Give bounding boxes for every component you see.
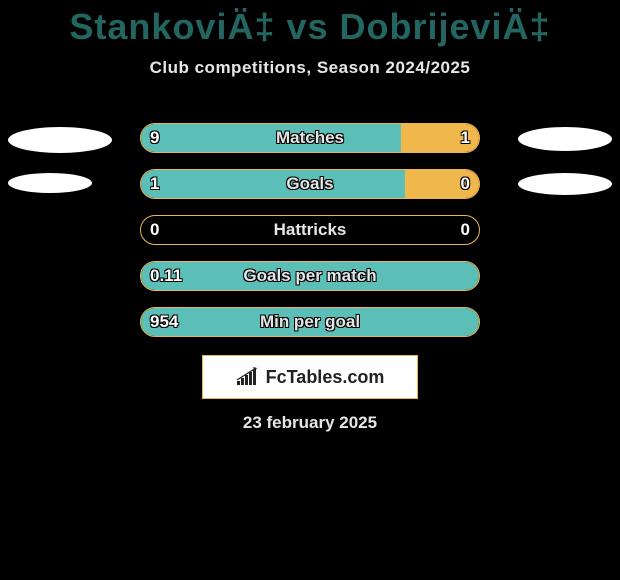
stat-bar-left-fill	[141, 308, 479, 336]
player-marker-right	[518, 127, 612, 151]
player-marker-right	[518, 173, 612, 195]
stat-bar	[140, 261, 480, 291]
stat-bar	[140, 215, 480, 245]
stat-value-right: 0	[461, 215, 470, 245]
stat-bar	[140, 307, 480, 337]
comparison-subtitle: Club competitions, Season 2024/2025	[0, 58, 620, 78]
stat-value-right: 1	[461, 123, 470, 153]
stat-bar	[140, 123, 480, 153]
stat-row: 954Min per goal	[0, 307, 620, 337]
branding-box: FcTables.com	[202, 355, 418, 399]
comparison-title: StankoviÄ‡ vs DobrijeviÄ‡	[0, 0, 620, 48]
player-marker-left	[8, 127, 112, 153]
stat-value-left: 954	[150, 307, 178, 337]
branding-text: FcTables.com	[266, 367, 385, 388]
stat-value-left: 0.11	[150, 261, 182, 291]
bars-icon	[236, 367, 262, 387]
stat-value-left: 1	[150, 169, 159, 199]
snapshot-date: 23 february 2025	[0, 413, 620, 433]
stat-bar	[140, 169, 480, 199]
stat-bar-left-fill	[141, 262, 479, 290]
comparison-chart: 91Matches10Goals00Hattricks0.11Goals per…	[0, 123, 620, 337]
stat-row: 0.11Goals per match	[0, 261, 620, 291]
stat-bar-left-fill	[141, 124, 401, 152]
player-marker-left	[8, 173, 92, 193]
stat-value-left: 0	[150, 215, 159, 245]
stat-row: 91Matches	[0, 123, 620, 153]
stat-row: 10Goals	[0, 169, 620, 199]
stat-value-left: 9	[150, 123, 159, 153]
stat-bar-left-fill	[141, 170, 405, 198]
stat-row: 00Hattricks	[0, 215, 620, 245]
stat-value-right: 0	[461, 169, 470, 199]
